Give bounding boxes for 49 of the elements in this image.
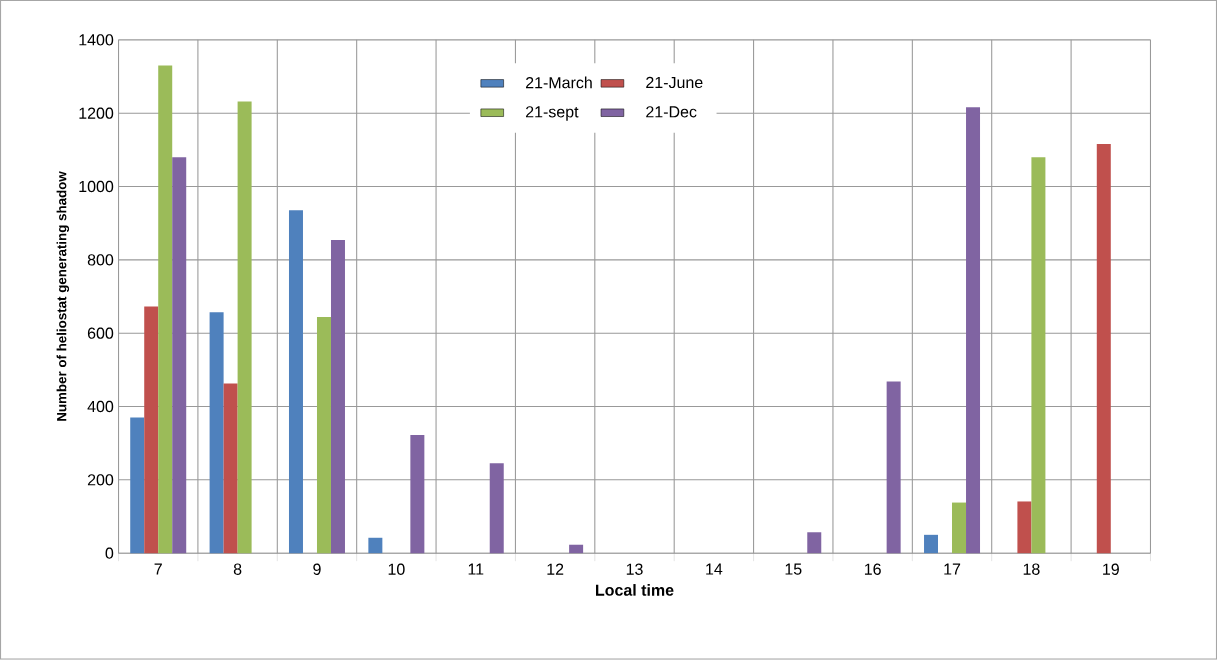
bar [886,381,901,554]
y-tick-label: 200 [87,474,114,486]
legend-label: 21-June [646,76,703,89]
x-axis-title: Local time [596,584,674,596]
bar [237,101,252,554]
bar [223,383,238,554]
x-tick-label: 16 [864,563,881,576]
bar [288,210,303,554]
x-tick-label: 8 [233,563,242,576]
bar [1031,157,1046,554]
y-tick-label: 1200 [79,107,114,119]
bar [316,317,331,554]
legend-label: 21-sept [526,106,579,121]
x-tick-label: 7 [154,563,162,575]
bar [1017,501,1032,554]
bar [952,502,967,554]
x-tick-label: 19 [1103,563,1119,576]
x-tick-label: 13 [626,563,643,576]
x-tick-label: 10 [388,563,405,576]
bar [330,240,345,554]
bar [1096,144,1111,554]
bar [410,435,425,554]
legend-label: 21-Dec [646,106,697,118]
x-tick-label: 9 [313,563,321,576]
y-tick-label: 0 [105,547,114,559]
x-tick-label: 11 [468,563,484,575]
legend-label: 21-March [526,76,592,89]
bar [158,65,173,554]
bar [130,417,145,554]
y-tick-label: 600 [87,327,114,339]
x-tick-label: 17 [944,563,961,575]
y-tick-label: 400 [87,401,114,413]
x-tick-label: 15 [785,563,802,575]
x-tick-label: 12 [547,563,564,575]
y-axis-title: Number of heliostat generating shadow [56,171,70,421]
bar [807,532,822,554]
bar [209,312,224,554]
bar [489,463,504,554]
y-tick-label: 800 [87,254,114,266]
y-tick-label: 1000 [79,181,114,193]
bar [172,157,187,554]
bar [569,544,584,554]
y-tick-label: 1400 [79,34,114,46]
x-tick-label: 18 [1023,563,1040,576]
bar [144,306,159,554]
bar [966,107,981,554]
x-tick-label: 14 [706,563,723,575]
bar [368,537,383,554]
bar [924,534,939,554]
